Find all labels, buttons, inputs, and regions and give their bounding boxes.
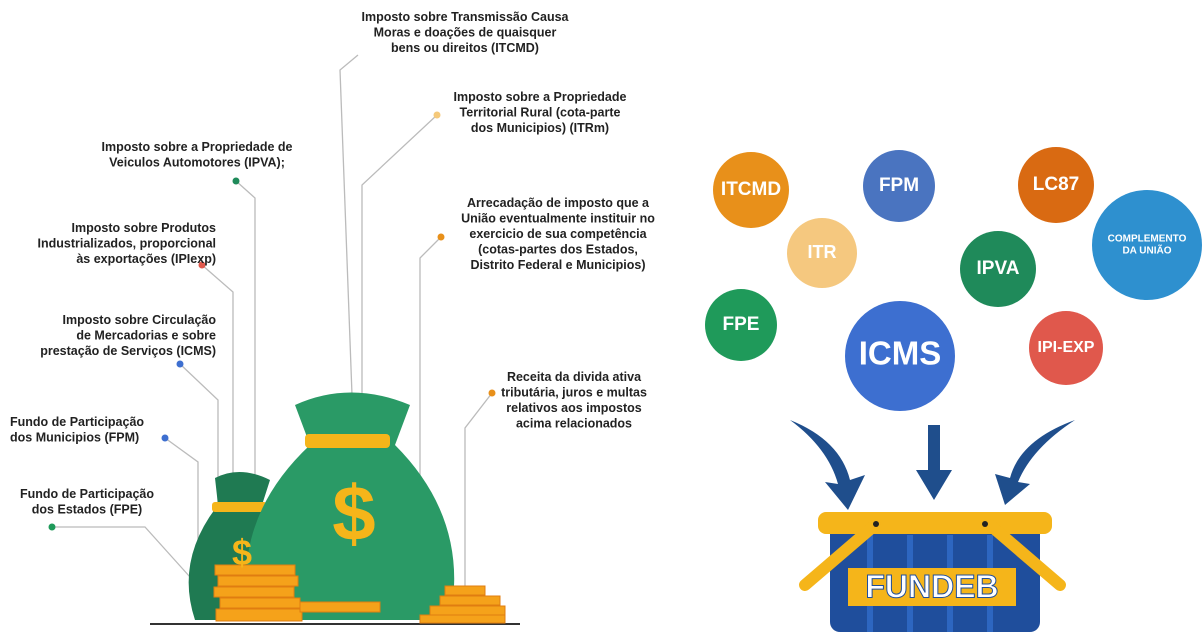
tax-circle-label: ICMS (859, 335, 942, 372)
label-line: tributária, juros e multas (501, 386, 647, 400)
label-line: bens ou direitos (ITCMD) (391, 41, 539, 55)
label-line: Imposto sobre Produtos (72, 221, 217, 235)
label-line: Imposto sobre a Propriedade de (101, 140, 292, 154)
label-line: Imposto sobre a Propriedade (454, 90, 627, 104)
label-line: Territorial Rural (cota-parte (460, 106, 621, 120)
tax-circle-label: ITCMD (721, 179, 781, 200)
tax-circle-label: DA UNIÃO (1122, 244, 1171, 257)
arrows (790, 420, 1075, 510)
label-line: relativos aos impostos (506, 401, 642, 415)
tax-circle-label: ITR (808, 242, 837, 262)
label-line: Imposto sobre Circulação (62, 313, 216, 327)
label-line: acima relacionados (516, 417, 632, 431)
tax-circle-label: FPM (879, 175, 919, 196)
infographic: Imposto sobre Transmissão Causa Moras e d… (0, 0, 1202, 632)
label-line: (cotas-partes dos Estados, (478, 243, 638, 257)
label-line: Arrecadação de imposto que a (467, 196, 650, 210)
label-line: dos Estados (FPE) (32, 503, 142, 517)
label-line: às exportações (IPIexp) (76, 252, 216, 266)
label-line: União eventualmente instituir no (461, 212, 655, 226)
basket-label: FUNDEB (865, 568, 998, 604)
tax-circle-label: IPI-EXP (1038, 339, 1095, 356)
label-line: exercicio de sua competência (469, 227, 647, 241)
label-line: Industrializados, proporcional (38, 237, 217, 251)
bag-symbol: $ (332, 469, 375, 557)
tax-circle-label: IPVA (977, 258, 1020, 279)
label-line: Imposto sobre Transmissão Causa (361, 10, 569, 24)
tax-circle-label: COMPLEMENTO (1108, 234, 1187, 245)
tax-circle-label: FPE (723, 314, 760, 335)
label-line: Distrito Federal e Municipios) (470, 258, 645, 272)
label-line: Fundo de Participação (10, 415, 144, 429)
label-line: Moras e doações de quaisquer (374, 26, 557, 40)
label-line: Fundo de Participação (20, 487, 154, 501)
bag-symbol: $ (232, 532, 252, 573)
label-line: Receita da divida ativa (507, 370, 642, 384)
label-line: de Mercadorias e sobre (76, 329, 216, 343)
label-line: dos Municipios (FPM) (10, 431, 139, 445)
tax-circle-label: LC87 (1033, 174, 1079, 195)
label-line: prestação de Serviços (ICMS) (40, 344, 216, 358)
label-line: dos Municipios) (ITRm) (471, 121, 609, 135)
label-line: Veiculos Automotores (IPVA); (109, 156, 285, 170)
